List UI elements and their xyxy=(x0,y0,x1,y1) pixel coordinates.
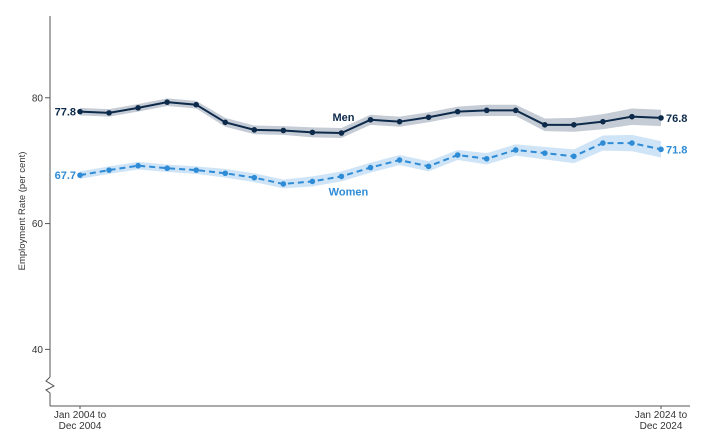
y-axis-break xyxy=(45,376,56,406)
x-label-first: Dec 2004 xyxy=(59,421,102,432)
women-data-point xyxy=(367,164,374,171)
men-data-point xyxy=(367,116,374,123)
women-data-point xyxy=(251,174,258,181)
women-data-point xyxy=(106,167,112,173)
women-series-name: Women xyxy=(329,186,369,198)
men-data-point xyxy=(512,107,519,114)
women-data-point xyxy=(338,173,345,180)
men-data-point xyxy=(338,130,345,136)
women-data-point xyxy=(454,152,461,158)
confidence-bands xyxy=(80,98,661,189)
women-data-point xyxy=(77,172,83,178)
women-data-point xyxy=(396,157,403,163)
women-data-point xyxy=(542,150,548,156)
women-data-point xyxy=(193,167,199,173)
y-axis: 40 60 80 Employment Rate (per cent) xyxy=(17,16,56,406)
y-tick-label: 60 xyxy=(32,219,44,230)
men-data-point xyxy=(135,105,141,111)
men-data-point xyxy=(193,101,199,108)
women-end-value: 71.8 xyxy=(666,144,687,156)
men-end-value: 76.8 xyxy=(666,113,687,125)
men-data-point xyxy=(222,119,229,126)
women-data-point xyxy=(135,162,141,169)
men-data-point xyxy=(251,127,258,133)
data-points xyxy=(77,99,664,187)
women-data-point xyxy=(425,163,432,170)
men-data-point xyxy=(454,108,461,115)
women-data-point xyxy=(309,178,316,185)
men-data-point xyxy=(106,110,112,116)
series-labels: 77.8 76.8 67.7 71.8 Men Women xyxy=(55,107,688,199)
y-tick-label: 80 xyxy=(32,93,44,104)
men-data-point xyxy=(629,113,635,120)
men-data-point xyxy=(396,118,403,125)
x-label-last: Dec 2024 xyxy=(640,421,683,432)
men-data-point xyxy=(164,99,170,105)
women-confidence-band xyxy=(80,134,661,189)
women-data-point xyxy=(483,155,490,162)
women-data-point xyxy=(629,140,635,146)
men-data-point xyxy=(309,129,316,136)
x-label-first: Jan 2004 to xyxy=(54,410,107,421)
men-data-point xyxy=(280,127,287,134)
women-data-point xyxy=(658,146,664,153)
men-series-name: Men xyxy=(332,112,354,124)
women-data-point xyxy=(571,153,577,160)
men-data-point xyxy=(425,114,432,121)
women-start-value: 67.7 xyxy=(55,170,76,182)
women-data-point xyxy=(600,140,606,146)
y-tick-label: 40 xyxy=(32,345,44,356)
men-start-value: 77.8 xyxy=(55,107,76,119)
x-label-last: Jan 2024 to xyxy=(635,410,688,421)
y-axis-title: Employment Rate (per cent) xyxy=(17,152,28,271)
men-data-point xyxy=(542,122,548,128)
men-data-point xyxy=(571,122,577,128)
men-data-point xyxy=(600,118,606,125)
women-data-point xyxy=(222,170,229,177)
women-data-point xyxy=(512,147,519,153)
women-data-point xyxy=(164,165,170,172)
men-data-point xyxy=(483,107,490,114)
women-data-point xyxy=(280,181,287,187)
men-data-point xyxy=(77,108,83,115)
men-data-point xyxy=(658,115,664,121)
